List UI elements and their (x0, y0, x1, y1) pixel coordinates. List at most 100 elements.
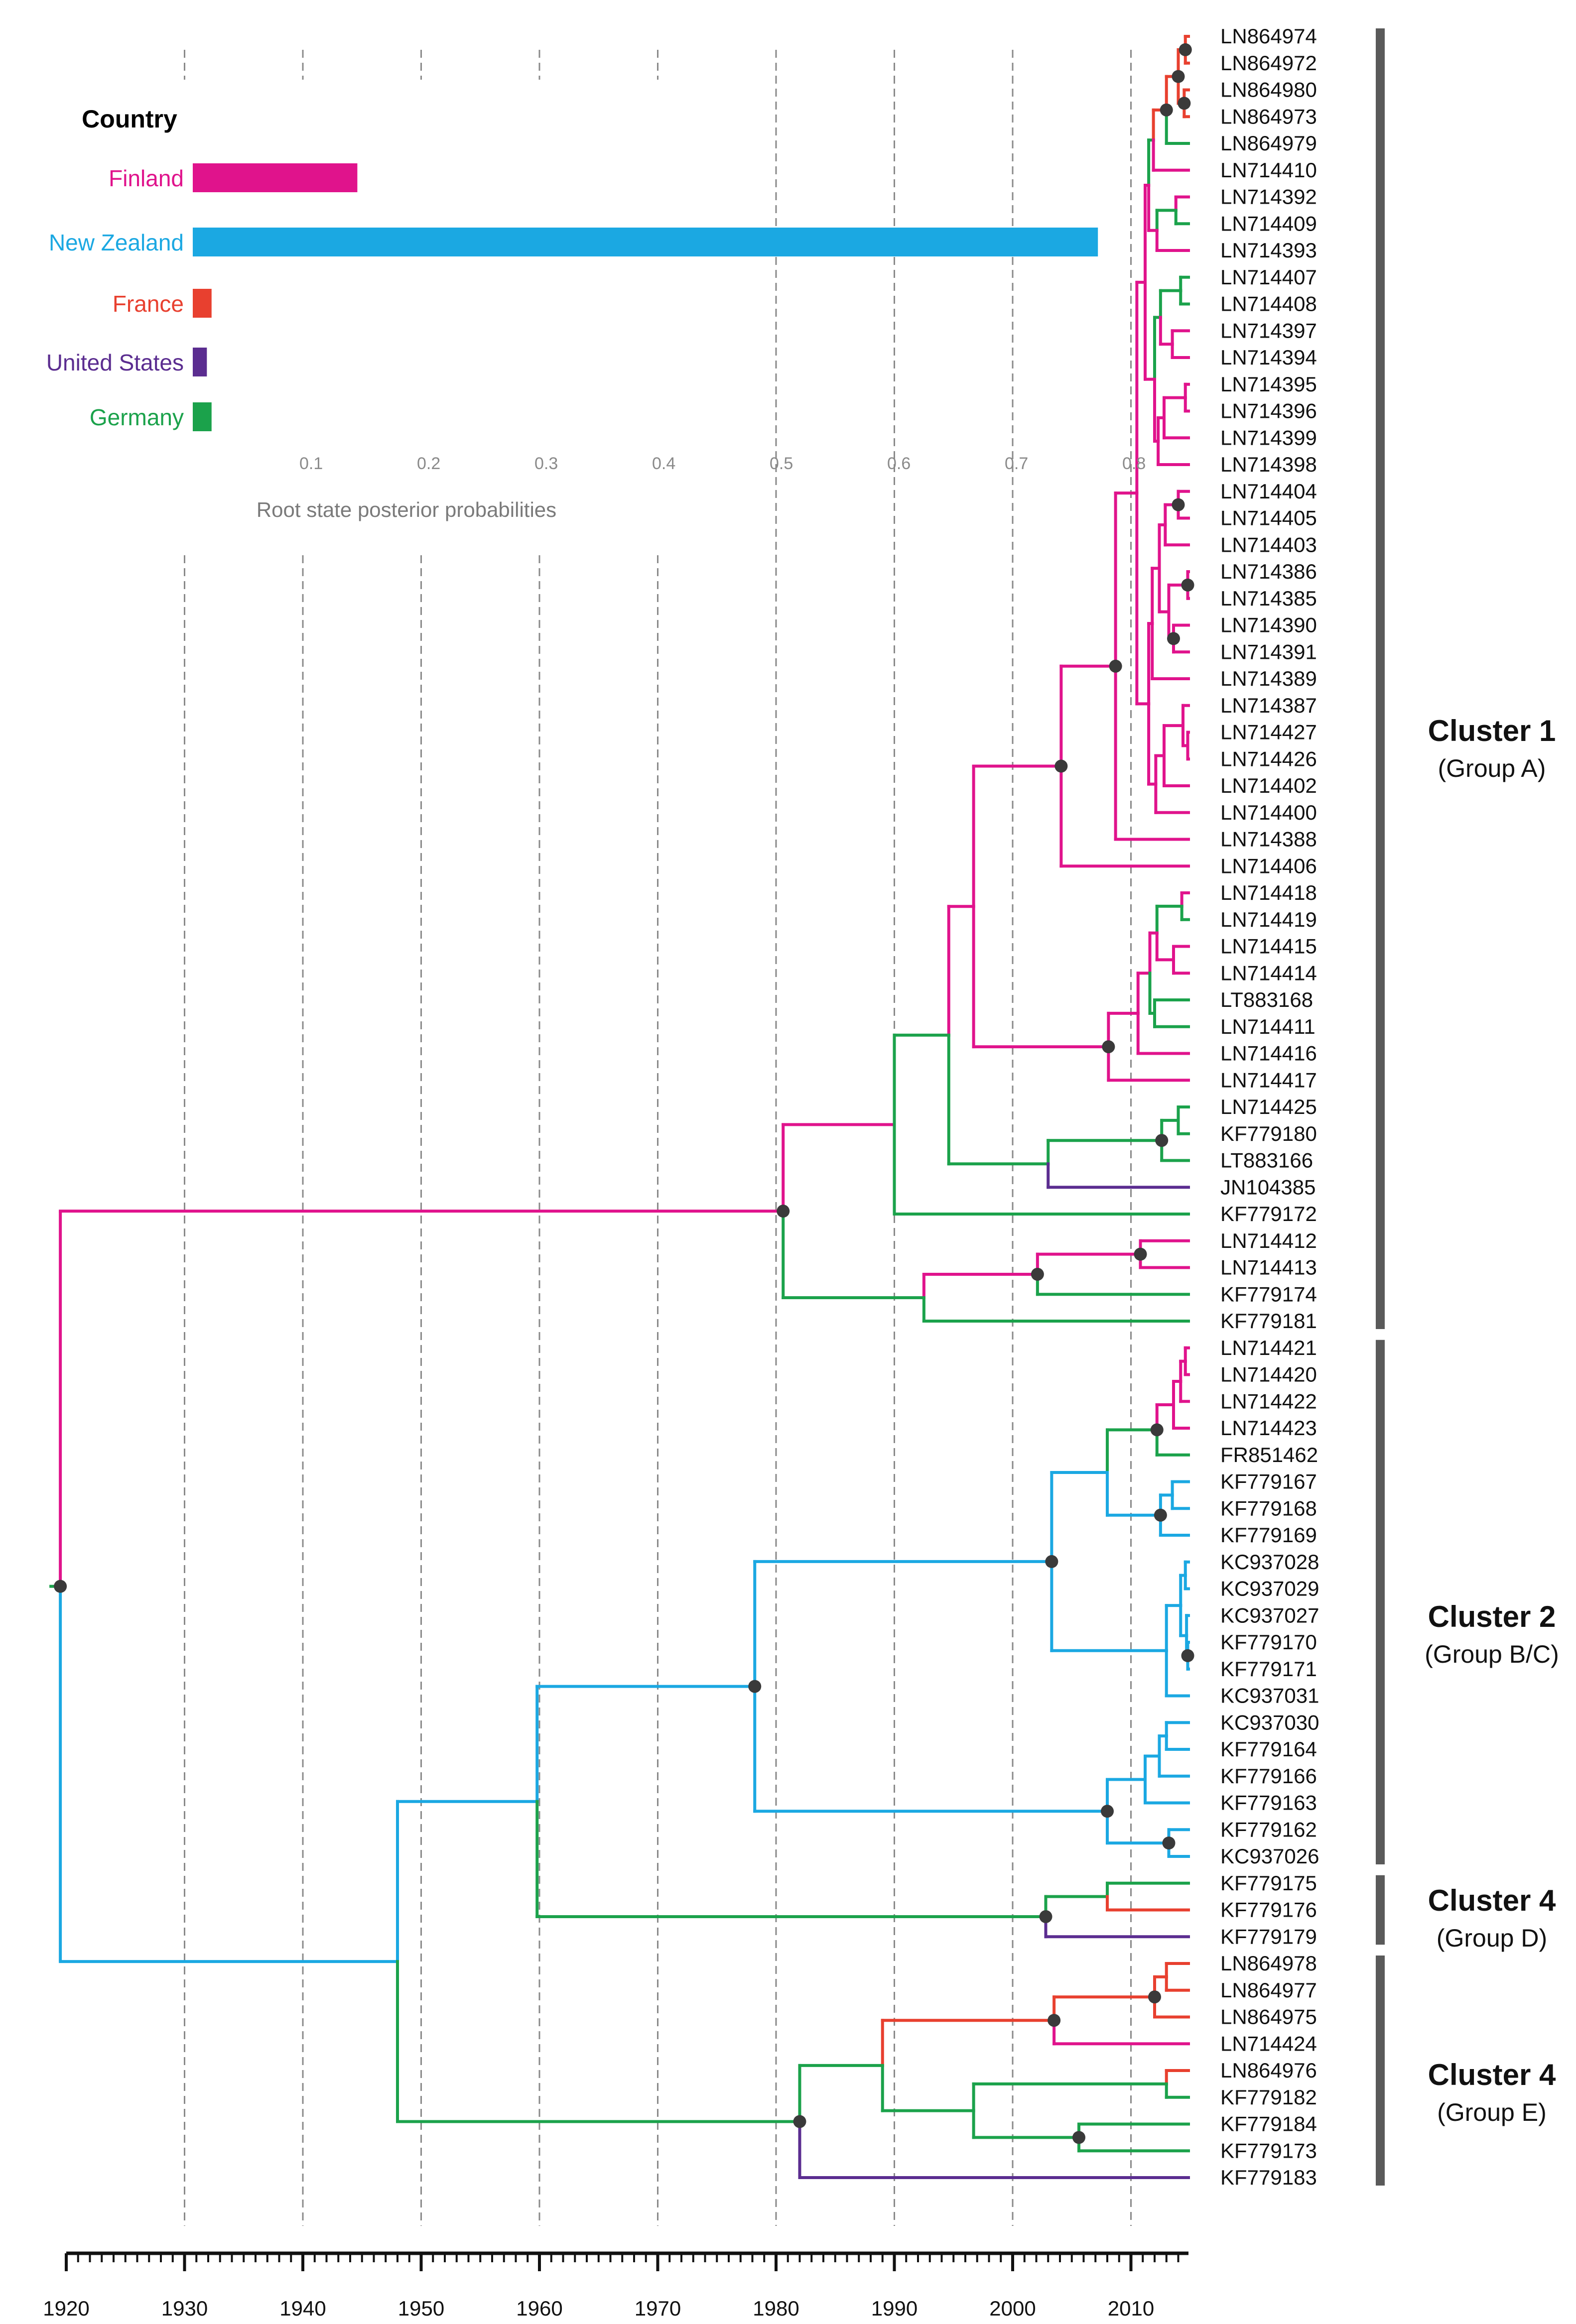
node-marker (1109, 659, 1122, 673)
tip-label: LN714400 (1220, 801, 1317, 824)
cluster-subtitle: (Group A) (1438, 754, 1546, 782)
root-node-marker (54, 1580, 67, 1593)
cluster-title: Cluster 1 (1428, 714, 1556, 747)
year-gridlines (184, 50, 1132, 2226)
tip-label: LN714395 (1220, 372, 1317, 396)
tip-label: LN864973 (1220, 105, 1317, 128)
tip-label: LT883168 (1220, 988, 1313, 1011)
cluster-title: Cluster 4 (1428, 2058, 1556, 2091)
tip-label: LN714423 (1220, 1416, 1317, 1440)
axis-tick-label: 1970 (635, 2297, 681, 2320)
node-marker (1150, 1423, 1164, 1437)
inset-bar-new-zealand (193, 228, 1098, 256)
inset-tick-label: 0.4 (652, 454, 675, 473)
node-marker (1172, 498, 1185, 511)
tip-label: KF779170 (1220, 1630, 1317, 1654)
tip-label: JN104385 (1220, 1175, 1315, 1199)
axis-tick-label: 1920 (43, 2297, 89, 2320)
inset-tick-label: 0.2 (417, 454, 440, 473)
tip-label: KF779167 (1220, 1470, 1317, 1493)
tip-label: LN714402 (1220, 774, 1317, 797)
axis-tick-label: 1990 (871, 2297, 918, 2320)
inset-tick-label: 0.1 (299, 454, 323, 473)
tip-label: LN714392 (1220, 185, 1317, 209)
tip-label: LN714399 (1220, 426, 1317, 449)
axis-tick-label: 1940 (279, 2297, 326, 2320)
node-marker (1054, 759, 1068, 773)
tip-label: LN714421 (1220, 1336, 1317, 1359)
axis-tick-label: 1930 (161, 2297, 208, 2320)
inset-category-label: New Zealand (49, 230, 184, 255)
inset-category-label: France (113, 291, 184, 317)
tip-label: LN864980 (1220, 78, 1317, 102)
tip-label: LN714426 (1220, 747, 1317, 770)
tip-label: KF779163 (1220, 1791, 1317, 1815)
node-marker (1072, 2131, 1085, 2144)
tip-label: LN714385 (1220, 587, 1317, 610)
tip-label: KF779162 (1220, 1818, 1317, 1841)
node-marker (793, 2115, 806, 2128)
inset-tick-label: 0.6 (887, 454, 911, 473)
tip-label: LN714389 (1220, 667, 1317, 690)
inset-tick-label: 0.5 (770, 454, 793, 473)
inset-title: Country (82, 105, 177, 133)
node-marker (1102, 1040, 1115, 1054)
tip-label: LN714420 (1220, 1363, 1317, 1386)
tip-label: LN714388 (1220, 828, 1317, 851)
tip-label: LN714419 (1220, 908, 1317, 931)
tip-label: KF779180 (1220, 1122, 1317, 1145)
tip-label: KF779174 (1220, 1282, 1317, 1306)
inset-bar-finland (193, 163, 358, 192)
node-marker (1172, 70, 1185, 83)
tip-label: FR851462 (1220, 1443, 1318, 1467)
tip-label: LN714410 (1220, 158, 1317, 182)
tip-label: KF779166 (1220, 1764, 1317, 1788)
tree-branches (49, 35, 1190, 2179)
axis-tick-label: 1950 (398, 2297, 444, 2320)
node-marker (1178, 97, 1191, 110)
tip-label: KF779183 (1220, 2166, 1317, 2189)
tip-label: KC937029 (1220, 1577, 1319, 1600)
tip-label: LN714397 (1220, 319, 1317, 342)
tip-label: KC937031 (1220, 1684, 1319, 1708)
tip-label: LN714405 (1220, 506, 1317, 530)
cluster-annotations: Cluster 1 (Group A) Cluster 2 (Group B/C) Cl… (1376, 28, 1559, 2186)
tip-label: KF779172 (1220, 1202, 1317, 1225)
tip-label: KF779173 (1220, 2139, 1317, 2162)
tip-label: LN864972 (1220, 51, 1317, 75)
inset-bar-germany (193, 402, 212, 431)
tip-label: LN864979 (1220, 131, 1317, 155)
tip-label: LN714414 (1220, 961, 1317, 984)
tip-label: LN714412 (1220, 1229, 1317, 1252)
node-marker (1179, 43, 1192, 56)
axis-tick-label: 2010 (1108, 2297, 1154, 2320)
node-marker (1154, 1508, 1167, 1522)
node-marker (1134, 1247, 1147, 1261)
cluster-bar (1376, 1340, 1385, 1864)
cluster-title: Cluster 2 (1428, 1600, 1556, 1633)
cluster-bar (1376, 1956, 1385, 2186)
inset-category-label: United States (46, 350, 184, 375)
tip-label: KF779182 (1220, 2085, 1317, 2109)
inset-tick-label: 0.7 (1005, 454, 1028, 473)
cluster-bar (1376, 28, 1385, 1329)
tip-label: LN714413 (1220, 1256, 1317, 1279)
inset-category-label: Germany (90, 404, 184, 430)
tip-label: LN714391 (1220, 640, 1317, 663)
node-marker (1181, 1649, 1194, 1662)
tip-label: LN714394 (1220, 346, 1317, 369)
time-axis: 1920 1930 1940 1950 1960 1970 1980 1990 2000 2010 (43, 2251, 1188, 2320)
tip-label: LN864977 (1220, 1978, 1317, 2002)
tip-label: KF779181 (1220, 1309, 1317, 1333)
tip-label: LN714396 (1220, 399, 1317, 423)
tip-label: LT883166 (1220, 1149, 1313, 1172)
supported-node-markers (54, 43, 1194, 2144)
tip-label: LN714415 (1220, 935, 1317, 958)
tip-label: LN714425 (1220, 1095, 1317, 1118)
node-marker (1045, 1555, 1058, 1568)
tip-label: LN714407 (1220, 265, 1317, 289)
node-marker (1048, 2014, 1061, 2027)
cluster-subtitle: (Group B/C) (1425, 1640, 1559, 1668)
tip-label: KF779176 (1220, 1898, 1317, 1922)
